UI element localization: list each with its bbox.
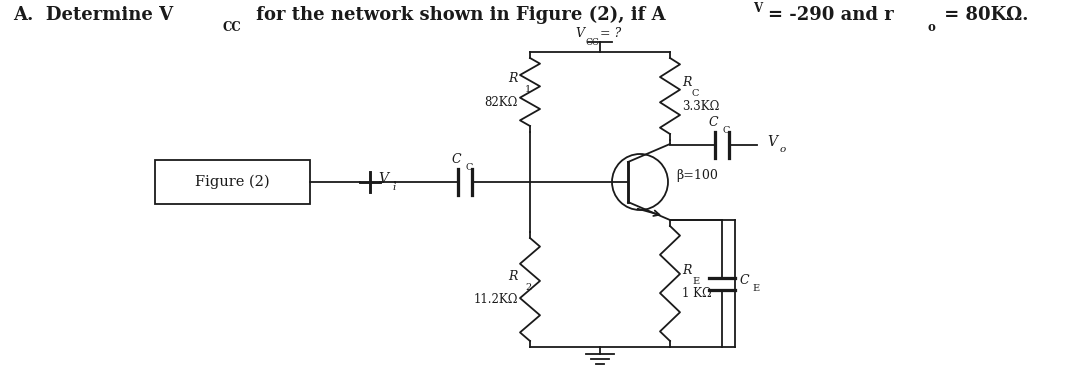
Text: 2: 2 [525, 283, 531, 291]
Text: i: i [392, 183, 395, 193]
Text: C: C [692, 89, 700, 98]
Text: CC: CC [586, 38, 599, 47]
Text: = ?: = ? [600, 27, 621, 40]
Text: o: o [928, 21, 936, 34]
Text: 82KΩ: 82KΩ [485, 96, 518, 108]
Text: 3.3KΩ: 3.3KΩ [681, 99, 719, 113]
Text: C: C [723, 126, 729, 135]
Text: o: o [780, 146, 786, 154]
Text: V: V [767, 135, 777, 149]
Text: V: V [575, 27, 584, 40]
Text: CC: CC [222, 21, 241, 34]
Text: E: E [692, 277, 699, 285]
Text: = -290 and r: = -290 and r [768, 6, 894, 24]
Text: = 80KΩ.: = 80KΩ. [939, 6, 1028, 24]
Text: R: R [681, 264, 691, 277]
Text: 1: 1 [525, 85, 531, 94]
Text: R: R [509, 73, 518, 86]
Text: C: C [708, 116, 718, 129]
Text: R: R [509, 270, 518, 283]
Text: V: V [753, 2, 762, 15]
Text: C: C [465, 163, 472, 172]
Text: 11.2KΩ: 11.2KΩ [473, 293, 518, 306]
Text: A.  Determine V: A. Determine V [13, 6, 173, 24]
FancyBboxPatch shape [156, 160, 310, 204]
Text: 1 KΩ: 1 KΩ [681, 287, 712, 300]
Text: C: C [740, 274, 750, 287]
Text: β=100: β=100 [676, 170, 718, 183]
Text: V: V [378, 172, 388, 186]
Text: R: R [681, 76, 691, 89]
Text: for the network shown in Figure (2), if A: for the network shown in Figure (2), if … [249, 6, 665, 24]
Text: C: C [451, 153, 461, 166]
Text: Figure (2): Figure (2) [195, 175, 270, 189]
Text: E: E [752, 284, 759, 293]
